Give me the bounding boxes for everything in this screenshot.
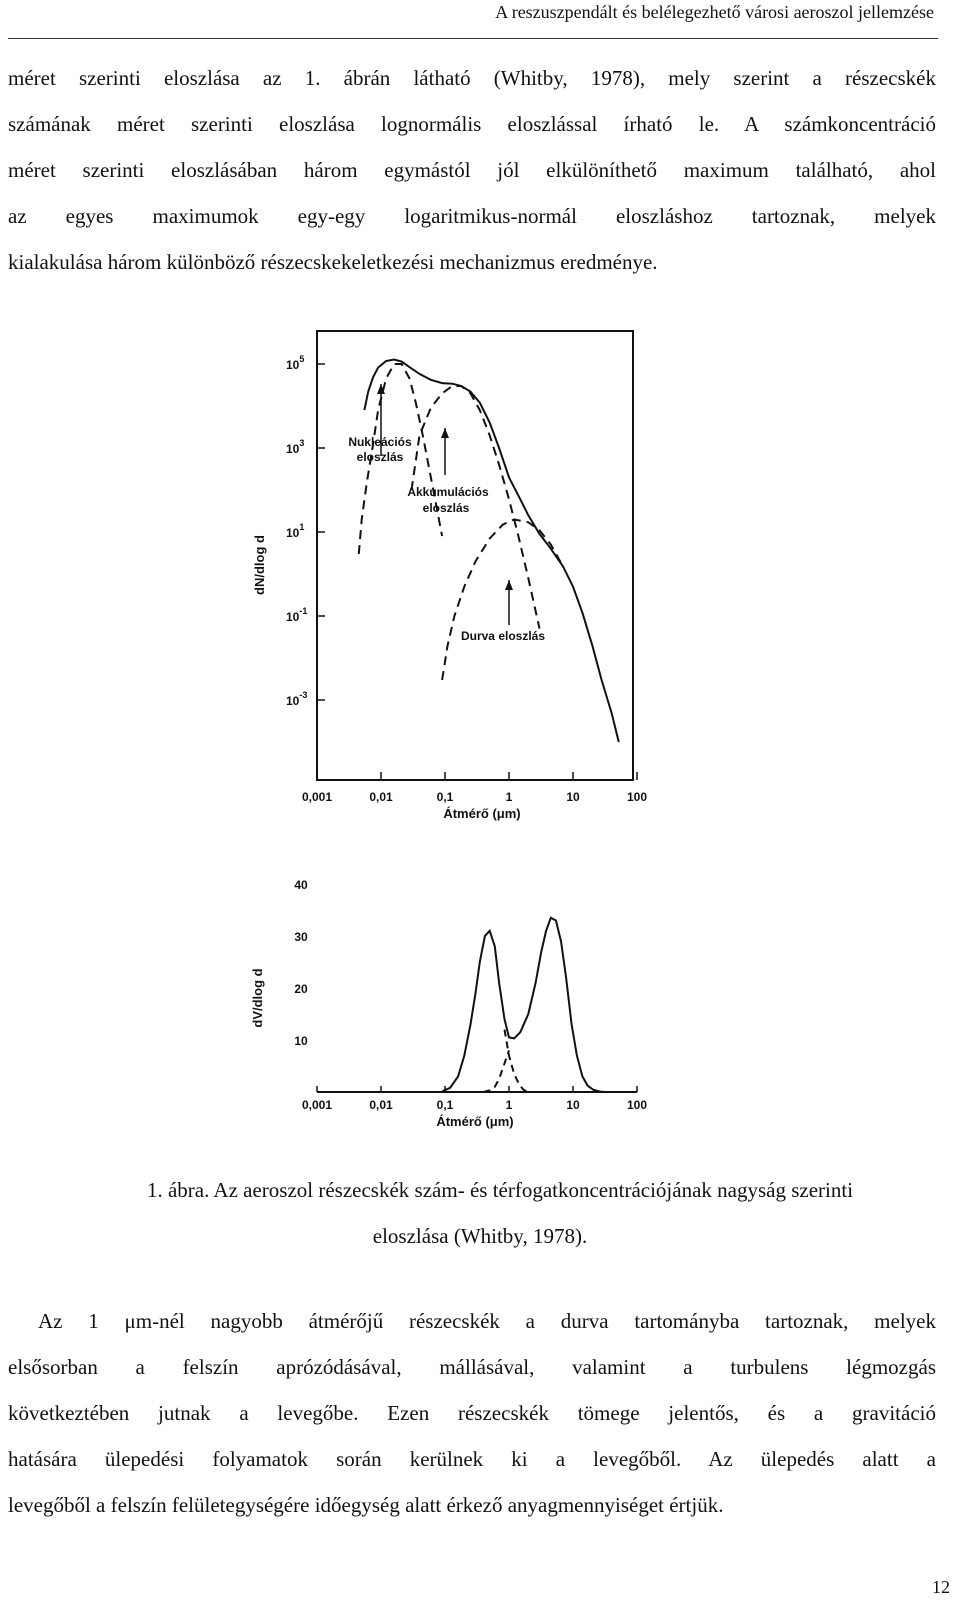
chart1-y-tick-base: 10 [286,442,300,456]
chart1-annotation-arrowhead [505,580,513,590]
running-header: A reszuszpendált és belélegezhető városi… [495,2,934,22]
paragraph-line: kialakulása három különböző részecskekel… [8,250,658,274]
chart1-y-tick-exponent: 1 [299,522,304,532]
chart1-x-axis-label: Átmérő (μm) [443,806,520,821]
paragraph-line: hatására ülepedési folyamatok során kerü… [8,1447,936,1471]
chart2-series-0 [441,916,605,1093]
paragraph-line: az egyes maximumok egy-egy logaritmikus-… [8,204,936,228]
chart1-annotation: Nukleációs [348,435,412,449]
paragraph-1: méret szerinti eloszlása az 1. ábrán lát… [8,55,936,285]
chart2-series-2 [483,1050,510,1093]
paragraph-line: méret szerinti eloszlása az 1. ábrán lát… [8,66,936,90]
chart1-y-tick-exponent: -3 [299,690,307,700]
chart2-x-tick-label: 10 [566,1098,580,1112]
header-rule [8,38,938,39]
chart1-frame [316,330,634,781]
paragraph-line: levegőből a felszín felületegységére idő… [8,1493,724,1517]
chart1-y-tick-base: 10 [286,610,300,624]
page-number: 12 [932,1577,950,1597]
chart2-y-tick-label: 40 [294,878,308,892]
chart1-y-tick-label: 103 [286,438,304,456]
chart1-annotation: eloszlás [357,450,404,464]
figure-caption: 1. ábra. Az aeroszol részecskék szám- és… [0,1167,960,1259]
chart1-y-tick-base: 10 [286,694,300,708]
chart2-y-tick-label: 30 [294,930,308,944]
chart1-x-tick-label: 0,1 [437,790,454,804]
chart2-x-tick-label: 0,001 [302,1098,332,1112]
caption-line: 1. ábra. Az aeroszol részecskék szám- és… [146,1178,854,1202]
chart2-series-1 [503,1029,529,1093]
chart1-annotation-arrowhead [377,384,385,394]
chart1-annotation: Durva eloszlás [461,629,545,643]
caption-line: eloszlása (Whitby, 1978). [372,1224,588,1248]
chart1-series-3 [441,518,564,681]
chart2-y-axis-label: dV/dlog d [250,968,265,1027]
chart1-y-tick-base: 10 [286,526,300,540]
chart2-y-tick-label: 20 [294,982,308,996]
chart1-annotation: eloszlás [423,501,470,515]
chart1-y-tick-exponent: -1 [299,606,307,616]
chart1-x-tick-label: 0,01 [369,790,393,804]
chart2-y-tick-label: 10 [294,1034,308,1048]
chart1-y-tick-exponent: 5 [299,354,304,364]
chart1-y-axis-label: dN/dlog d [252,535,267,595]
chart1-x-tick-label: 0,001 [302,790,332,804]
paragraph-line: következtében jutnak a levegőbe. Ezen ré… [8,1401,936,1425]
chart1-series-0 [363,358,620,743]
figure: 0,001 0,01 0,1 1 10 10010510310110-110-3dN/dl… [250,330,647,1129]
paragraph-line: elsősorban a felszín aprózódásával, máll… [8,1355,936,1379]
paragraph-line: számának méret szerinti eloszlása lognor… [8,112,936,136]
chart2-x-axis-label: Átmérő (μm) [436,1114,513,1129]
chart2-x-tick-label: 1 [506,1098,513,1112]
chart1-annotation-arrowhead [441,428,449,438]
chart1-x-tick-label: 1 [506,790,513,804]
chart1-y-tick-label: 101 [286,522,304,540]
chart1-y-tick-base: 10 [286,358,300,372]
chart1-y-tick-label: 10-3 [286,690,307,708]
chart1-y-tick-exponent: 3 [299,438,304,448]
chart2-x-tick-label: 0,1 [437,1098,454,1112]
chart1-y-tick-label: 10-1 [286,606,307,624]
chart1-series-1 [357,363,444,555]
chart1-x-tick-label: 10 [566,790,580,804]
chart1-y-tick-label: 105 [286,354,304,372]
chart2-x-tick-label: 100 [627,1098,647,1112]
chart1-annotation: Akkumulációs [407,485,489,499]
paragraph-2: Az 1 μm-nél nagyobb átmérőjű részecskék … [8,1298,936,1528]
paragraph-line: Az 1 μm-nél nagyobb átmérőjű részecskék … [38,1309,936,1333]
chart2-x-tick-label: 0,01 [369,1098,393,1112]
paragraph-line: méret szerinti eloszlásában három egymás… [8,158,936,182]
chart1-x-tick-label: 100 [627,790,647,804]
